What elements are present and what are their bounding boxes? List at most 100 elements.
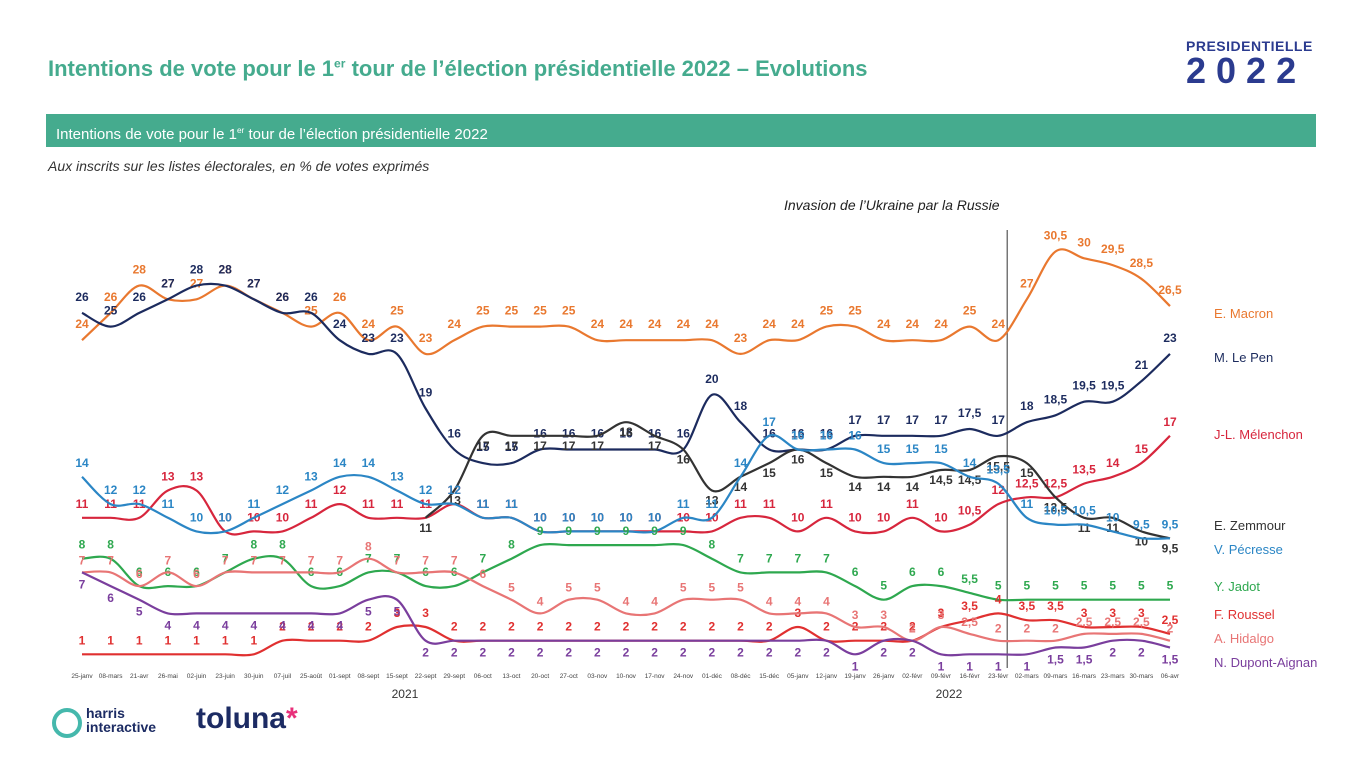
- data-label-lepen: 28: [218, 263, 232, 277]
- data-label-macron: 24: [448, 317, 462, 331]
- data-label-melenchon: 10,5: [958, 504, 982, 518]
- data-label-lepen: 16: [533, 426, 547, 440]
- x-tick-label: 30-juin: [244, 673, 264, 680]
- data-label-lepen: 17: [992, 413, 1006, 427]
- data-label-melenchon: 10: [877, 510, 891, 524]
- data-label-pecresse: 15: [877, 442, 891, 456]
- data-label-melenchon: 12,5: [1044, 476, 1068, 490]
- data-label-zemmour: 14: [877, 480, 891, 494]
- data-label-pecresse: 12: [276, 483, 290, 497]
- data-label-melenchon: 17: [1163, 415, 1177, 429]
- data-label-hidalgo: 5: [565, 581, 572, 595]
- data-label-pecresse: 10: [218, 510, 232, 524]
- data-label-roussel: 1: [136, 633, 143, 647]
- data-label-jadot: 8: [79, 538, 86, 552]
- x-tick-label: 13-oct: [502, 673, 520, 680]
- data-label-lepen: 27: [247, 276, 261, 290]
- data-label-pecresse: 9,5: [1162, 517, 1179, 531]
- data-label-hidalgo: 7: [308, 553, 315, 567]
- data-label-hidalgo: 7: [165, 553, 172, 567]
- data-label-jadot: 7: [766, 551, 773, 565]
- data-label-hidalgo: 2: [1023, 622, 1030, 636]
- data-label-lepen: 21: [1135, 358, 1149, 372]
- data-label-hidalgo: 7: [336, 553, 343, 567]
- x-tick-label: 15-déc: [759, 673, 780, 680]
- data-label-roussel: 2: [537, 620, 544, 634]
- data-label-roussel: 2: [594, 620, 601, 634]
- x-tick-label: 19-janv: [844, 673, 866, 680]
- data-label-dupont: 2: [709, 646, 716, 660]
- data-label-hidalgo: 8: [365, 540, 372, 554]
- data-label-jadot: 7: [737, 551, 744, 565]
- data-label-lepen: 26: [304, 290, 318, 304]
- data-label-dupont: 2: [737, 646, 744, 660]
- data-label-pecresse: 11: [162, 497, 175, 511]
- x-tick-label: 03-nov: [587, 673, 608, 680]
- data-label-zemmour: 11: [1078, 521, 1091, 535]
- data-label-dupont: 4: [193, 618, 200, 632]
- data-label-jadot: 8: [107, 538, 114, 552]
- data-label-lepen: 16: [448, 426, 462, 440]
- data-label-zemmour: 15: [1020, 466, 1034, 480]
- data-label-roussel: 2: [565, 620, 572, 634]
- data-label-melenchon: 10: [276, 510, 290, 524]
- data-label-roussel: 2: [308, 620, 315, 634]
- data-label-zemmour: 14: [848, 480, 862, 494]
- data-label-macron: 25: [562, 304, 576, 318]
- data-label-dupont: 2: [880, 646, 887, 660]
- data-label-pecresse: 11: [247, 497, 260, 511]
- data-label-melenchon: 12: [992, 483, 1006, 497]
- data-label-melenchon: 15: [1135, 442, 1149, 456]
- data-label-dupont: 2: [766, 646, 773, 660]
- data-label-macron: 28: [218, 263, 232, 277]
- data-label-lepen: 23: [390, 331, 404, 345]
- data-label-macron: 23: [734, 331, 748, 345]
- data-label-hidalgo: 2: [1167, 622, 1174, 636]
- data-label-jadot: 5: [995, 579, 1002, 593]
- data-label-pecresse: 12: [419, 483, 433, 497]
- data-label-melenchon: 11: [362, 497, 375, 511]
- data-label-pecresse: 10: [562, 510, 576, 524]
- data-label-roussel: 1: [165, 633, 172, 647]
- data-label-dupont: 1,5: [1162, 653, 1179, 667]
- ukraine-annotation: Invasion de l’Ukraine par la Russie: [784, 197, 1000, 213]
- data-label-hidalgo: 7: [79, 553, 86, 567]
- data-label-macron: 25: [505, 304, 519, 318]
- x-tick-label: 30-mars: [1129, 673, 1154, 680]
- data-label-dupont: 2: [594, 646, 601, 660]
- data-label-macron: 24: [619, 317, 633, 331]
- data-label-zemmour: 15,5: [987, 459, 1011, 473]
- data-label-jadot: 7: [479, 551, 486, 565]
- data-label-jadot: 8: [279, 538, 286, 552]
- data-label-melenchon: 11: [305, 497, 318, 511]
- data-label-zemmour: 9,5: [1162, 541, 1179, 555]
- data-label-hidalgo: 4: [537, 594, 544, 608]
- data-label-roussel: 2: [766, 620, 773, 634]
- data-label-roussel: 2: [909, 620, 916, 634]
- data-label-hidalgo: 7: [279, 553, 286, 567]
- data-label-macron: 24: [934, 317, 948, 331]
- data-label-roussel: 1: [222, 633, 229, 647]
- data-label-dupont: 2: [623, 646, 630, 660]
- data-label-pecresse: 13,5: [987, 463, 1011, 477]
- data-label-pecresse: 9,5: [1133, 517, 1150, 531]
- data-label-dupont: 4: [222, 618, 229, 632]
- data-label-dupont: 2: [1109, 646, 1116, 660]
- data-label-jadot: 9: [537, 524, 544, 538]
- data-label-pecresse: 17: [762, 415, 776, 429]
- data-label-hidalgo: 5: [508, 581, 515, 595]
- data-label-hidalgo: 6: [136, 567, 143, 581]
- x-tick-label: 05-janv: [787, 673, 809, 680]
- data-label-roussel: 3: [1081, 606, 1088, 620]
- legend-entry-jadot: Y. Jadot: [1214, 579, 1260, 594]
- data-label-zemmour: 11: [419, 521, 432, 535]
- data-label-dupont: 5: [365, 605, 372, 619]
- x-tick-label: 21-avr: [130, 673, 149, 680]
- data-label-jadot: 7: [794, 551, 801, 565]
- data-label-lepen: 23: [1163, 331, 1177, 345]
- data-label-melenchon: 11: [763, 497, 776, 511]
- data-label-macron: 25: [963, 304, 977, 318]
- data-label-dupont: 1: [852, 659, 859, 673]
- x-tick-label: 17-nov: [645, 673, 666, 680]
- data-label-melenchon: 10: [848, 510, 862, 524]
